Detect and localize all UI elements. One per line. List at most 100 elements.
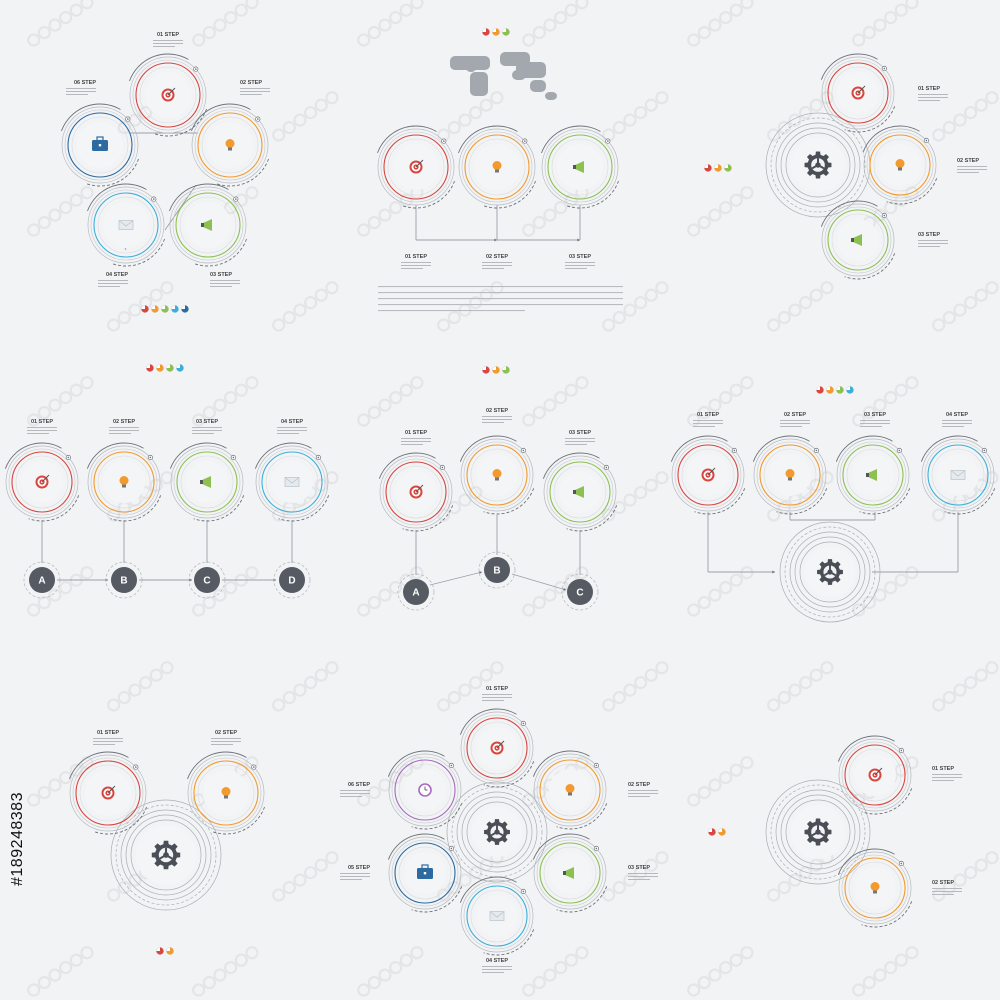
step-title: 04 STEP (106, 272, 128, 278)
placeholder-text (401, 262, 431, 263)
placeholder-text (957, 166, 987, 167)
placeholder-text (210, 286, 232, 287)
orbit-arc (93, 806, 147, 835)
placeholder-text (66, 91, 96, 92)
arrow-head (494, 238, 497, 242)
placeholder-text (211, 744, 233, 745)
orbit-arc (835, 435, 893, 462)
step-title: 03 STEP (210, 272, 232, 278)
orbit-arc (820, 53, 878, 80)
step-node-target (460, 711, 534, 785)
placeholder-text (957, 172, 979, 173)
orbit-arc (110, 495, 162, 522)
watermark-mark (852, 946, 919, 997)
placeholder-text (210, 283, 240, 284)
orbit-arc (861, 788, 913, 815)
target-icon (409, 484, 424, 499)
envelope-icon (118, 220, 134, 230)
watermark-mark (27, 0, 94, 47)
arrow-head (563, 587, 566, 591)
orbit-arc (193, 238, 247, 267)
watermark-mark (522, 566, 589, 617)
watermark-mark (192, 946, 259, 997)
orbit-arc (482, 180, 536, 209)
orbit-arc (820, 200, 878, 227)
arrow-head (479, 571, 482, 575)
placeholder-text (210, 280, 240, 281)
placeholder-text (693, 426, 715, 427)
placeholder-text (401, 438, 431, 439)
dots-layer (141, 28, 854, 955)
gear-hub (446, 781, 548, 883)
placeholder-text (98, 286, 120, 287)
placeholder-text (153, 46, 175, 47)
placeholder-text (482, 416, 512, 417)
gear-icon (151, 840, 181, 870)
step-label: 06 STEP (66, 80, 96, 95)
placeholder-text (565, 268, 587, 269)
map-landmass (466, 64, 476, 72)
orbit-arc (85, 158, 139, 187)
megaphone-icon (573, 486, 584, 498)
target-icon (701, 467, 716, 482)
step-node-target (379, 455, 453, 529)
placeholder-text (277, 427, 307, 428)
placeholder-text (918, 243, 948, 244)
step-label: 05 STEP (340, 865, 370, 880)
alarm-clock-icon (418, 783, 432, 797)
watermark-mark (357, 376, 424, 427)
step-label: 01 STEP (918, 86, 948, 101)
gear-icon (817, 559, 843, 585)
placeholder-text (192, 433, 214, 434)
placeholder-text (340, 873, 370, 874)
watermark-mark (192, 0, 259, 47)
watermark-mark (272, 661, 339, 712)
step-node-bulb (753, 438, 827, 512)
map-landmass (545, 92, 557, 100)
lightbulb-icon (565, 784, 575, 796)
arrow-head (772, 570, 775, 574)
watermark-mark (192, 566, 259, 617)
envelope-icon (284, 477, 300, 487)
target-icon (868, 767, 883, 782)
step-title: 01 STEP (486, 686, 508, 692)
target-icon (409, 159, 424, 174)
orbit-arc (211, 806, 265, 835)
watermark-mark (687, 566, 754, 617)
connector-line (139, 578, 192, 582)
orbit-arc (944, 488, 996, 515)
step-label: 04 STEP (98, 272, 128, 287)
step-title: 04 STEP (281, 419, 303, 425)
placeholder-text (340, 796, 362, 797)
watermark-mark (687, 0, 754, 47)
placeholder-text (192, 427, 222, 428)
placeholder-text (628, 790, 658, 791)
step-label: 01 STEP (27, 419, 57, 434)
watermark-mark (687, 186, 754, 237)
step-node-mail (921, 438, 995, 512)
orbit-arc (541, 125, 601, 154)
letter-node-b: B (478, 551, 516, 589)
watermark-mark (437, 281, 504, 332)
lightbulb-icon (870, 882, 880, 894)
step-label: 01 STEP (482, 686, 512, 701)
step-node-mega (543, 455, 617, 529)
orbit-arc (411, 803, 463, 830)
connector-line (416, 238, 497, 242)
watermark-mark (932, 851, 999, 902)
orbit-arc (169, 442, 227, 469)
step-node-bulb (460, 438, 534, 512)
placeholder-line (378, 292, 623, 294)
color-dots (146, 364, 184, 372)
lightbulb-icon (492, 469, 502, 481)
placeholder-text (918, 240, 948, 241)
placeholder-text (628, 793, 658, 794)
orbit-arc (459, 876, 517, 903)
placeholder-text (482, 262, 512, 263)
step-label: 03 STEP (860, 412, 890, 427)
orbit-arc (387, 833, 445, 860)
letter-node-a: A (397, 573, 435, 611)
step-label: 02 STEP (780, 412, 810, 427)
placeholder-text (482, 700, 504, 701)
placeholder-text (482, 694, 512, 695)
